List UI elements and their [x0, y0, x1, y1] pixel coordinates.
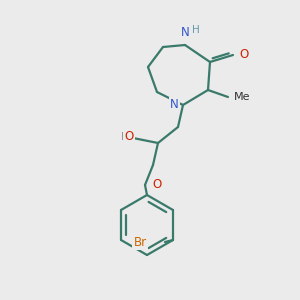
Text: N: N	[170, 98, 179, 112]
Text: H: H	[192, 25, 200, 35]
Text: O: O	[125, 130, 134, 143]
Text: H: H	[121, 132, 129, 142]
Text: Me: Me	[234, 92, 250, 102]
Text: N: N	[181, 26, 189, 39]
Text: O: O	[152, 178, 161, 191]
Text: O: O	[239, 47, 248, 61]
Text: Br: Br	[134, 236, 147, 248]
